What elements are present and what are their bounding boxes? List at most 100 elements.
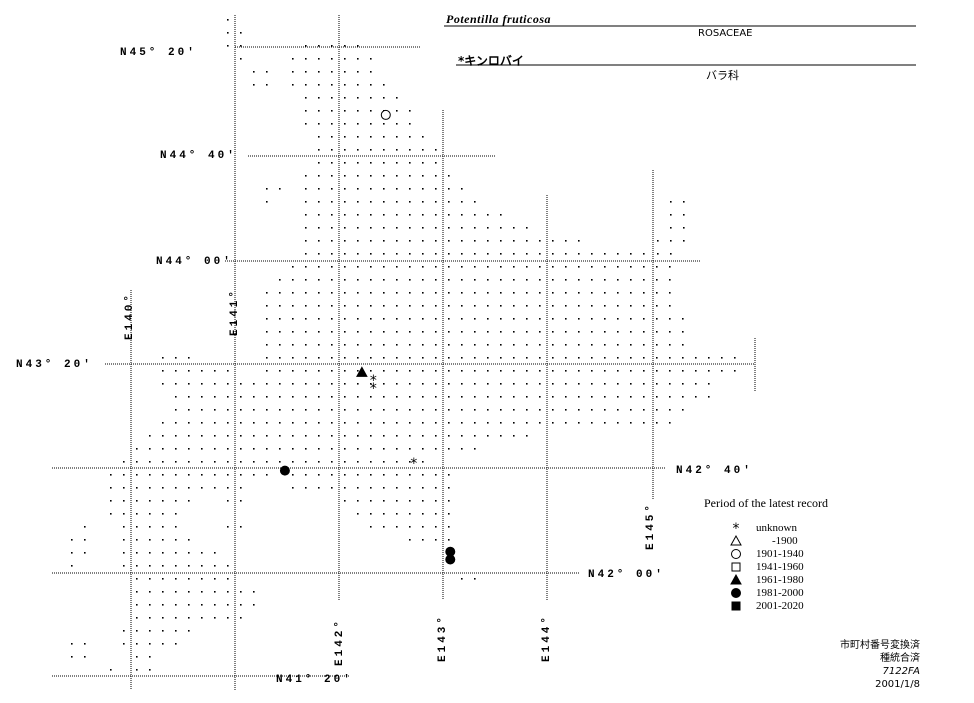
mesh-dot <box>657 253 659 255</box>
mesh-dot <box>409 448 411 450</box>
mesh-dot <box>318 279 320 281</box>
mesh-dot <box>162 643 164 645</box>
mesh-dot <box>396 409 398 411</box>
mesh-dot <box>591 357 593 359</box>
mesh-dot <box>175 422 177 424</box>
mesh-dot <box>305 84 307 86</box>
mesh-dot <box>370 448 372 450</box>
mesh-dot <box>305 396 307 398</box>
record-asterisk-icon: * <box>369 381 377 397</box>
mesh-dot <box>266 435 268 437</box>
mesh-dot <box>474 448 476 450</box>
mesh-dot <box>487 357 489 359</box>
mesh-dot <box>175 435 177 437</box>
mesh-dot <box>513 292 515 294</box>
mesh-dot <box>578 357 580 359</box>
mesh-dot <box>305 344 307 346</box>
legend-filled-circle-icon <box>731 588 741 598</box>
mesh-dot <box>357 383 359 385</box>
mesh-dot <box>162 461 164 463</box>
mesh-dot <box>149 669 151 671</box>
mesh-dot <box>370 97 372 99</box>
graticule-lines <box>52 15 756 690</box>
mesh-dot <box>448 396 450 398</box>
lat-label-45-20: N45° 20′ <box>120 47 197 59</box>
mesh-dot <box>266 292 268 294</box>
mesh-dot <box>409 214 411 216</box>
mesh-dot <box>448 240 450 242</box>
mesh-dot <box>344 331 346 333</box>
mesh-dot <box>669 396 671 398</box>
mesh-dot <box>162 487 164 489</box>
mesh-dot <box>526 331 528 333</box>
mesh-dot <box>214 565 216 567</box>
mesh-dot <box>266 396 268 398</box>
mesh-dot <box>175 461 177 463</box>
mesh-dot <box>552 383 554 385</box>
mesh-dot <box>201 604 203 606</box>
mesh-dot <box>305 240 307 242</box>
mesh-dot <box>526 435 528 437</box>
mesh-dot <box>149 435 151 437</box>
mesh-dot <box>357 214 359 216</box>
mesh-dot <box>396 474 398 476</box>
mesh-dot <box>513 370 515 372</box>
lon-label-140: E140° <box>124 291 136 340</box>
mesh-dot <box>188 591 190 593</box>
mesh-dot <box>357 253 359 255</box>
mesh-dot <box>331 292 333 294</box>
mesh-dot <box>435 448 437 450</box>
mesh-dot <box>266 318 268 320</box>
mesh-dot <box>253 604 255 606</box>
mesh-dot <box>435 279 437 281</box>
mesh-dot <box>630 357 632 359</box>
mesh-dot <box>149 526 151 528</box>
mesh-dot <box>669 357 671 359</box>
mesh-dot <box>396 214 398 216</box>
mesh-dot <box>357 461 359 463</box>
mesh-dot <box>422 448 424 450</box>
mesh-dot <box>435 162 437 164</box>
mesh-dot <box>435 487 437 489</box>
mesh-dot <box>409 435 411 437</box>
mesh-dot <box>266 474 268 476</box>
mesh-dot <box>162 604 164 606</box>
mesh-dot <box>604 409 606 411</box>
mesh-dot <box>539 240 541 242</box>
mesh-dot <box>630 266 632 268</box>
mesh-dot <box>123 513 125 515</box>
mesh-dot <box>448 266 450 268</box>
mesh-dot <box>500 318 502 320</box>
mesh-dot <box>318 318 320 320</box>
mesh-dot <box>578 318 580 320</box>
mesh-dot <box>370 409 372 411</box>
mesh-dot <box>370 266 372 268</box>
mesh-dot <box>656 422 658 424</box>
mesh-dot <box>214 474 216 476</box>
mesh-dot <box>370 461 372 463</box>
mesh-dot <box>318 448 320 450</box>
mesh-dot <box>279 318 281 320</box>
mesh-dot <box>201 396 203 398</box>
mesh-dot <box>136 565 138 567</box>
japanese-name: *キンロバイ <box>458 54 524 68</box>
mesh-dot <box>331 318 333 320</box>
mesh-dot <box>630 409 632 411</box>
mesh-dot <box>708 357 710 359</box>
mesh-dot <box>110 487 112 489</box>
mesh-dot <box>344 110 346 112</box>
mesh-dot <box>253 84 255 86</box>
mesh-dot <box>617 279 619 281</box>
mesh-dot <box>396 500 398 502</box>
mesh-dot <box>461 292 463 294</box>
mesh-dot <box>305 110 307 112</box>
mesh-dot <box>474 214 476 216</box>
mesh-dot <box>227 565 229 567</box>
mesh-dot <box>461 370 463 372</box>
mesh-dot <box>331 357 333 359</box>
mesh-dot <box>305 188 307 190</box>
mesh-dot <box>227 32 229 34</box>
mesh-dot <box>500 240 502 242</box>
mesh-dot <box>435 409 437 411</box>
lat-label-44-40: N44° 40′ <box>160 150 237 162</box>
